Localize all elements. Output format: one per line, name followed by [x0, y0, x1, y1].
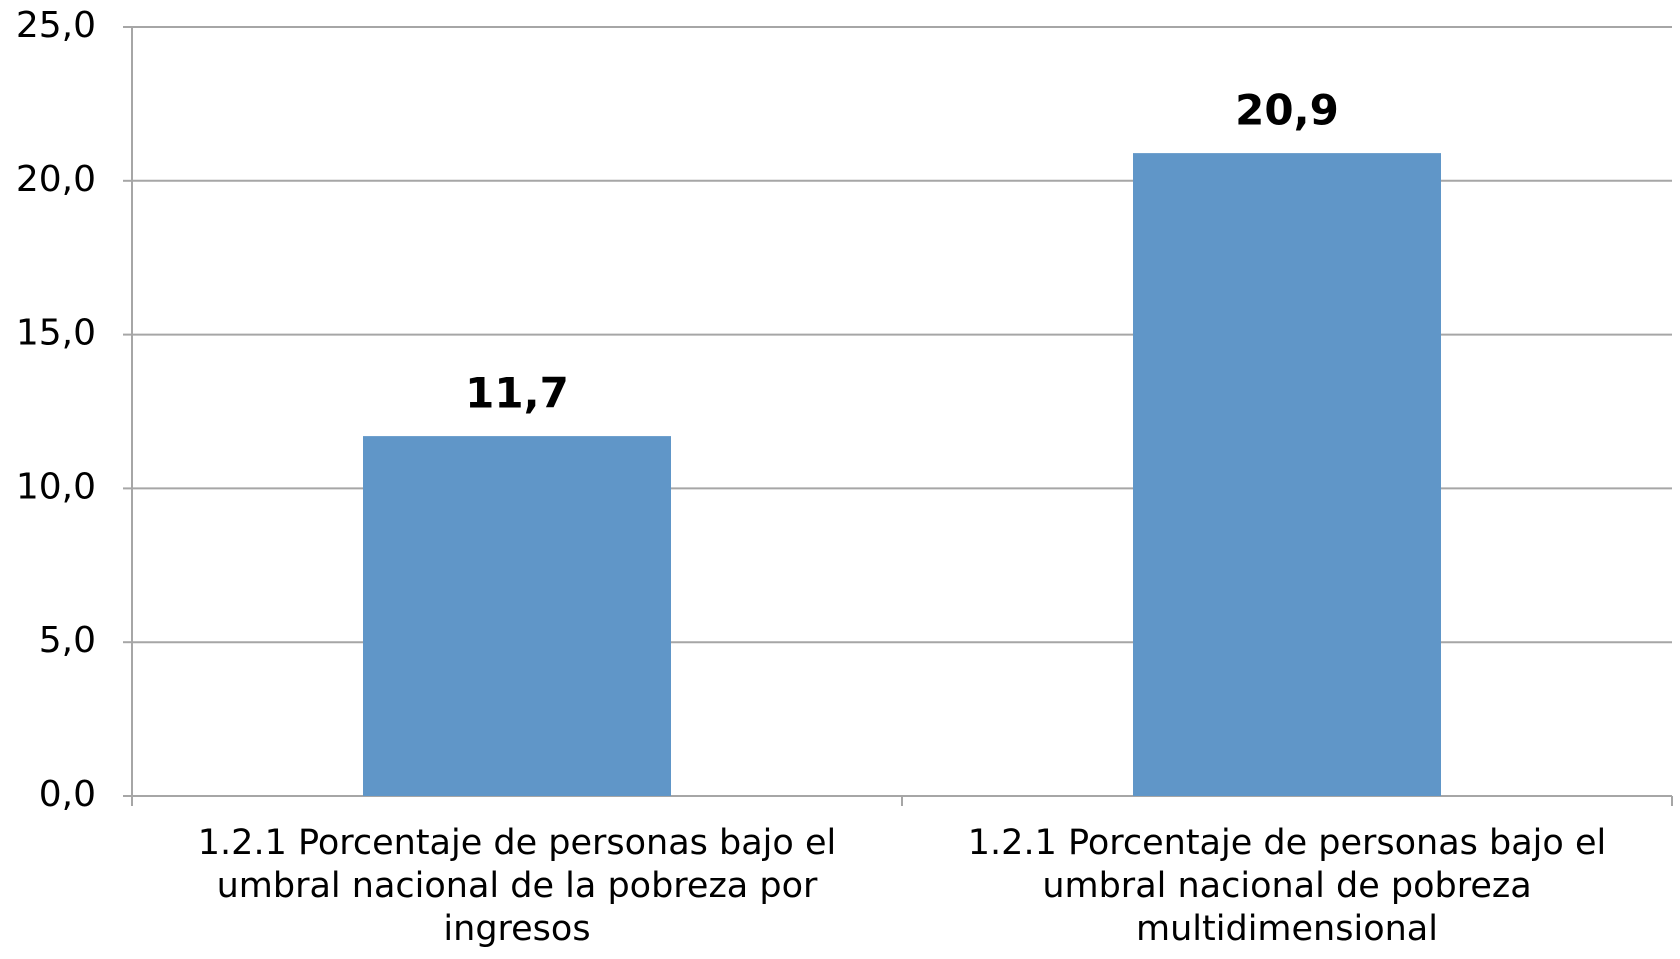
x-tick-label-box: 1.2.1 Porcentaje de personas bajo el umb…	[967, 823, 1607, 949]
x-tick-label: 1.2.1 Porcentaje de personas bajo el umb…	[197, 823, 837, 949]
y-tick-label: 25,0	[16, 5, 96, 46]
y-tick-label: 5,0	[39, 620, 96, 661]
y-tick-label: 10,0	[16, 466, 96, 507]
value-label: 11,7	[465, 369, 569, 418]
bar	[363, 436, 671, 796]
x-tick-label: 1.2.1 Porcentaje de personas bajo el umb…	[967, 823, 1607, 949]
y-tick-label: 20,0	[16, 159, 96, 200]
y-tick-label: 0,0	[39, 774, 96, 815]
bar	[1133, 153, 1441, 797]
x-tick-label-box: 1.2.1 Porcentaje de personas bajo el umb…	[197, 823, 837, 949]
y-tick-label: 15,0	[16, 313, 96, 354]
value-label: 20,9	[1235, 86, 1339, 135]
